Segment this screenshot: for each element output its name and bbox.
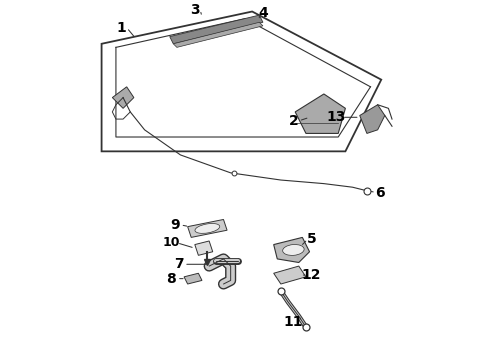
Text: 10: 10 (163, 236, 180, 249)
Polygon shape (274, 266, 306, 284)
Text: 6: 6 (375, 186, 384, 199)
Text: 11: 11 (284, 315, 303, 329)
Text: 3: 3 (190, 3, 199, 17)
Text: 2: 2 (289, 114, 298, 128)
Text: 4: 4 (258, 6, 268, 20)
Polygon shape (274, 237, 310, 262)
Ellipse shape (195, 224, 220, 233)
Text: 1: 1 (117, 21, 126, 35)
Text: 9: 9 (170, 218, 180, 232)
Polygon shape (195, 241, 213, 255)
Text: 5: 5 (306, 232, 316, 246)
Polygon shape (170, 15, 263, 44)
Polygon shape (188, 220, 227, 237)
Text: 13: 13 (327, 110, 346, 124)
Text: 7: 7 (174, 257, 183, 271)
Text: 12: 12 (301, 268, 321, 282)
Polygon shape (112, 87, 134, 108)
Ellipse shape (283, 244, 304, 255)
Polygon shape (295, 94, 345, 134)
Polygon shape (173, 22, 263, 48)
Polygon shape (360, 105, 385, 134)
Text: 8: 8 (167, 272, 176, 285)
Polygon shape (184, 273, 202, 284)
